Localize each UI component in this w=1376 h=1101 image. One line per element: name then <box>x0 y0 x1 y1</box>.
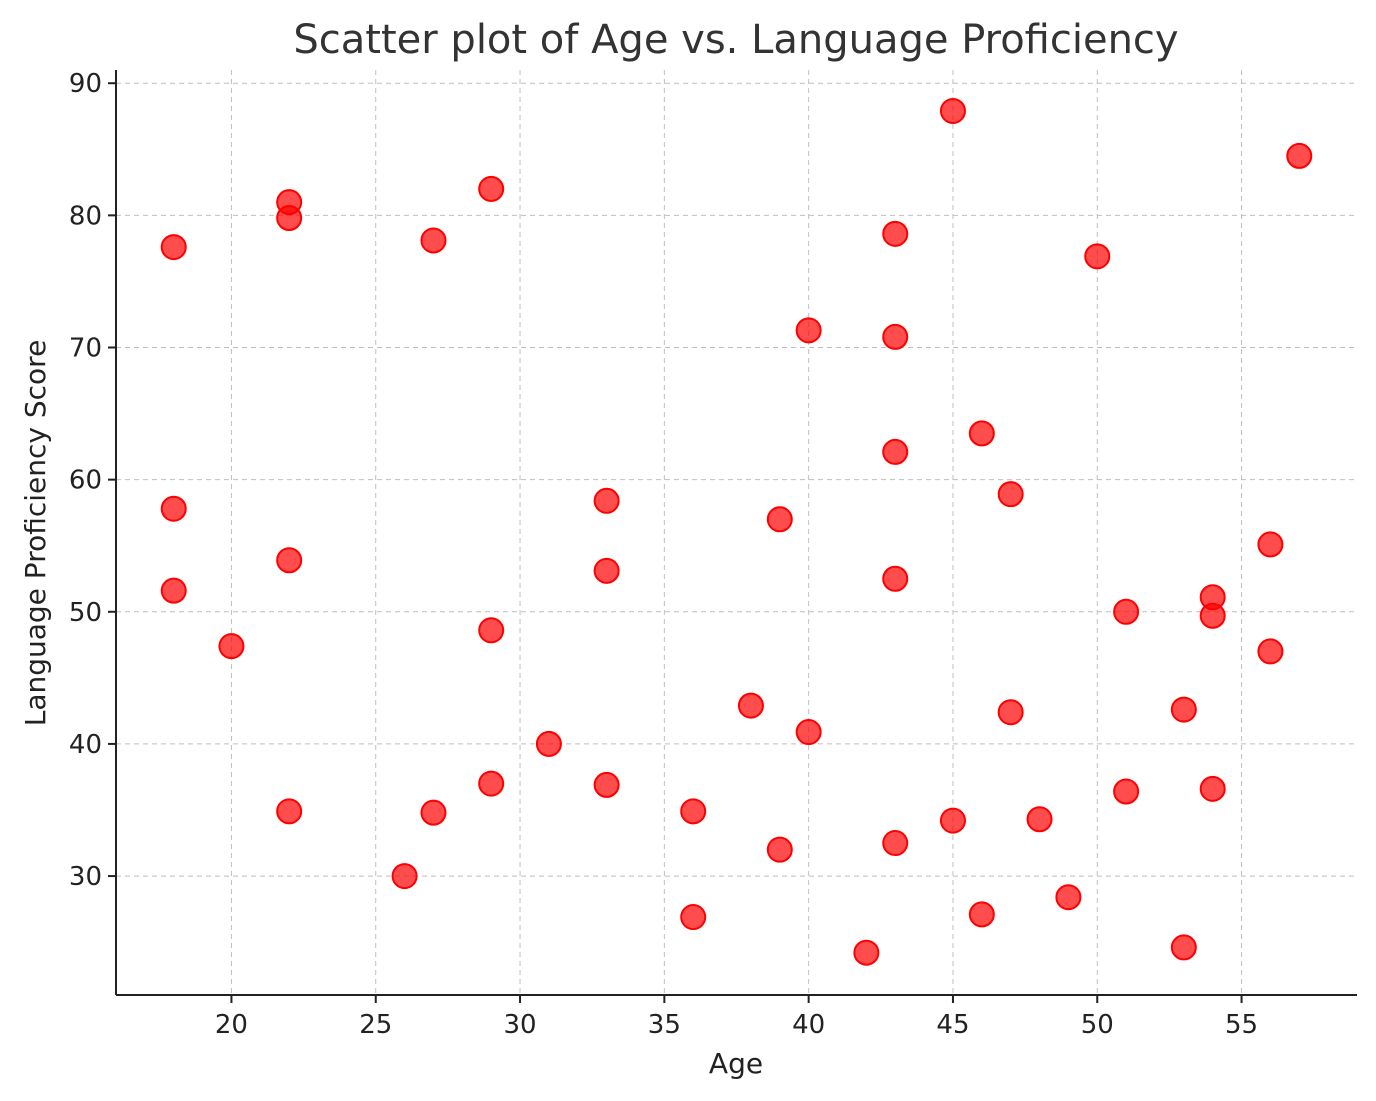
data-point <box>795 719 822 746</box>
data-point <box>882 830 909 857</box>
chart-title: Scatter plot of Age vs. Language Profici… <box>293 17 1178 63</box>
data-point <box>1170 696 1197 723</box>
data-point <box>535 730 562 757</box>
data-point <box>882 438 909 465</box>
data-point <box>593 771 620 798</box>
data-point <box>1113 778 1140 805</box>
y-axis-label: Language Proficiency Score <box>19 340 52 727</box>
data-point <box>478 175 505 202</box>
data-point <box>276 547 303 574</box>
data-point <box>420 227 447 254</box>
y-tick-label: 50 <box>69 598 102 628</box>
data-point <box>1113 598 1140 625</box>
data-point <box>1257 638 1284 665</box>
grid <box>116 70 1357 995</box>
data-point <box>1257 531 1284 558</box>
data-point <box>997 699 1024 726</box>
data-point <box>420 799 447 826</box>
data-point <box>968 901 995 928</box>
ticks: 20 25 30 35 40 45 50 55 30 40 50 60 70 80 90 <box>69 69 1258 1040</box>
data-point <box>939 807 966 834</box>
data-point <box>853 939 880 966</box>
x-tick-label: 45 <box>936 1010 969 1040</box>
data-point <box>593 487 620 514</box>
data-point <box>276 798 303 825</box>
data-point <box>276 205 303 231</box>
data-point <box>997 481 1024 508</box>
y-tick-label: 40 <box>69 730 102 760</box>
x-tick-label: 50 <box>1081 1010 1114 1040</box>
data-point <box>882 323 909 350</box>
data-points <box>160 97 1313 966</box>
data-point <box>737 692 764 719</box>
data-point <box>1026 806 1053 833</box>
data-point <box>478 617 505 644</box>
data-point <box>593 557 620 584</box>
x-tick-label: 25 <box>359 1010 392 1040</box>
data-point <box>391 863 418 890</box>
data-point <box>478 770 505 797</box>
x-tick-label: 55 <box>1225 1010 1258 1040</box>
y-tick-label: 30 <box>69 862 102 892</box>
data-point <box>1199 775 1226 802</box>
x-tick-label: 30 <box>503 1010 536 1040</box>
x-tick-label: 20 <box>215 1010 248 1040</box>
y-tick-label: 70 <box>69 334 102 364</box>
data-point <box>1170 934 1197 961</box>
data-point <box>1055 884 1082 911</box>
data-point <box>1286 142 1313 169</box>
data-point <box>160 495 187 522</box>
y-tick-label: 60 <box>69 466 102 496</box>
data-point <box>939 97 966 124</box>
data-point <box>968 420 995 447</box>
data-point <box>680 904 707 931</box>
data-point <box>766 506 793 533</box>
data-point <box>160 234 187 261</box>
data-point <box>1084 243 1111 270</box>
x-tick-label: 35 <box>648 1010 681 1040</box>
x-axis-label: Age <box>709 1047 763 1080</box>
x-tick-label: 40 <box>792 1010 825 1040</box>
data-point <box>766 836 793 863</box>
data-point <box>882 220 909 247</box>
data-point <box>795 317 822 344</box>
data-point <box>680 798 707 825</box>
data-point <box>218 633 245 660</box>
y-tick-label: 90 <box>69 69 102 99</box>
data-point <box>1199 602 1226 629</box>
data-point <box>160 577 187 604</box>
data-point <box>882 565 909 592</box>
axes <box>115 70 1357 996</box>
y-tick-label: 80 <box>69 201 102 231</box>
